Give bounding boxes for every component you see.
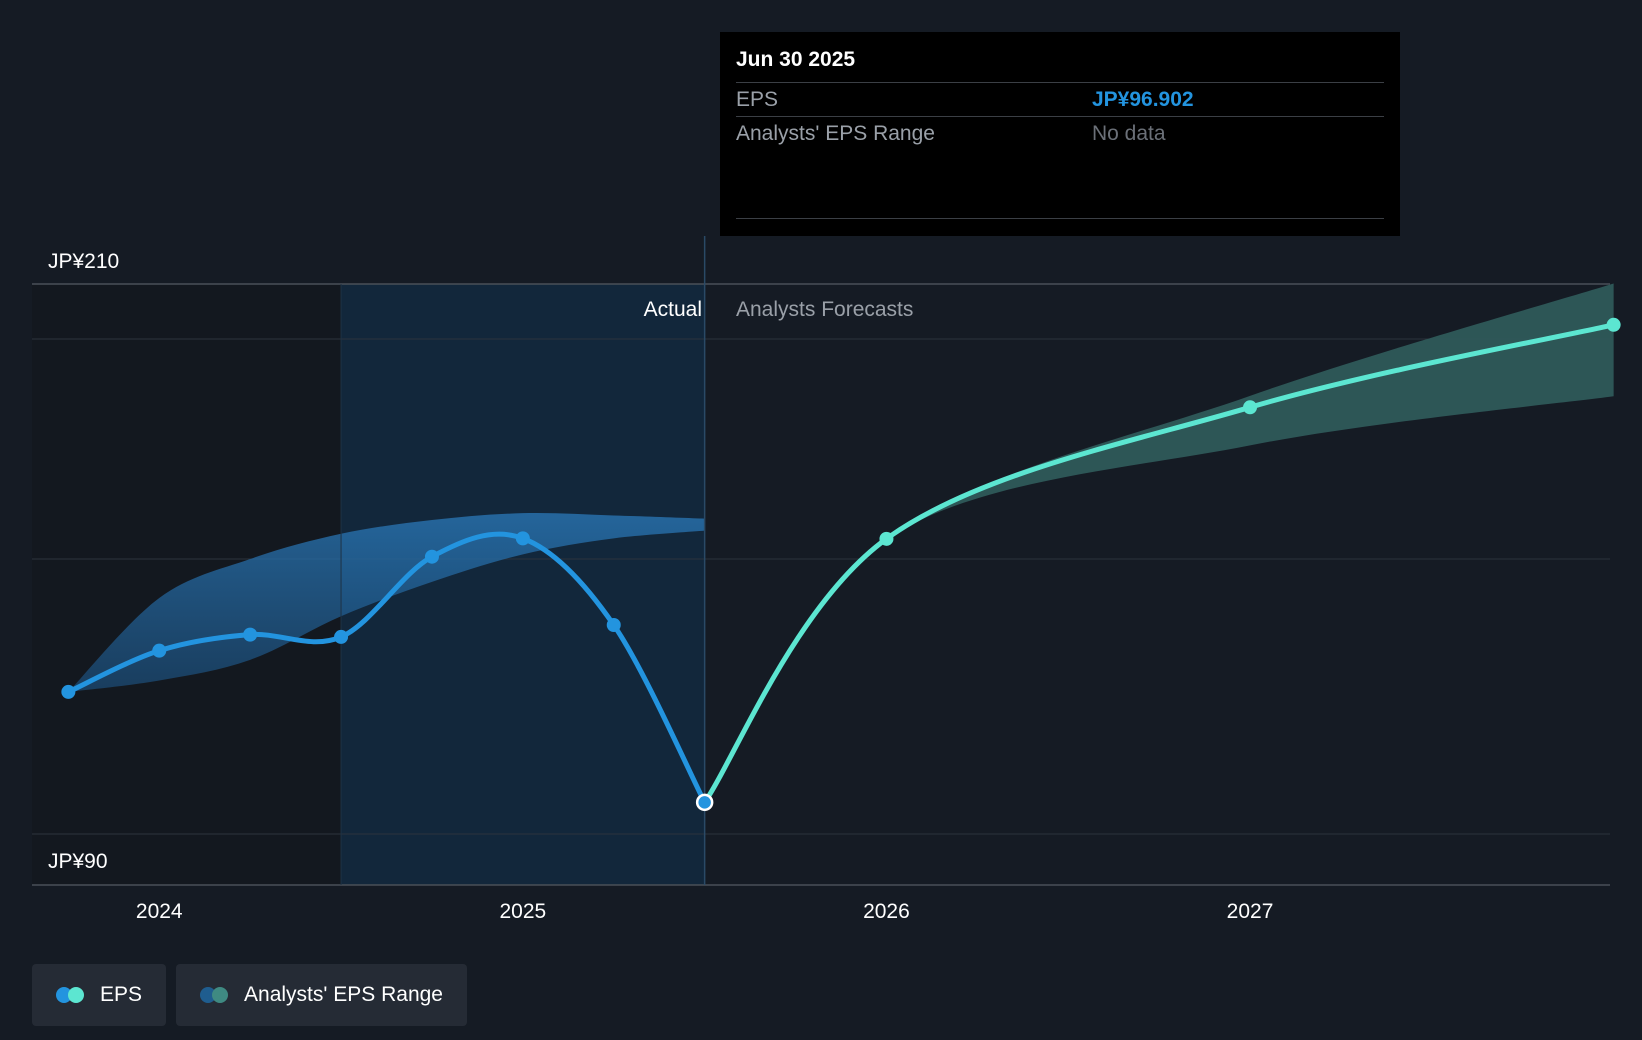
eps-point[interactable]	[61, 684, 76, 699]
legend-eps-label: EPS	[100, 983, 143, 1006]
tooltip-divider	[736, 218, 1384, 219]
x-axis-ticks: 2024 2025 2026 2027	[136, 900, 1274, 923]
eps-range-areas	[68, 283, 1614, 803]
legend-range-swatch	[200, 987, 230, 1003]
eps-point[interactable]	[334, 629, 349, 644]
eps-point[interactable]	[1243, 400, 1258, 415]
tooltip-date: Jun 30 2025	[736, 48, 856, 71]
range-area-actual	[68, 513, 705, 692]
tooltip-range-value: No data	[1092, 121, 1166, 145]
tooltip: Jun 30 2025 EPS JP¥96.902 Analysts' EPS …	[720, 32, 1400, 236]
forecasts-label: Analysts Forecasts	[736, 298, 913, 321]
actual-label: Actual	[644, 298, 702, 321]
eps-point-selected[interactable]	[695, 793, 714, 812]
y-label-top: JP¥210	[48, 250, 119, 273]
eps-point[interactable]	[243, 627, 258, 642]
legend-eps[interactable]: EPS	[32, 964, 167, 1026]
tooltip-eps-label: EPS	[736, 87, 779, 111]
eps-point[interactable]	[879, 531, 894, 546]
x-tick-label: 2025	[499, 900, 546, 923]
legend: EPS Analysts' EPS Range	[32, 964, 467, 1026]
legend-range[interactable]: Analysts' EPS Range	[176, 964, 467, 1026]
eps-point[interactable]	[515, 531, 530, 546]
x-tick-label: 2026	[863, 900, 910, 923]
eps-points[interactable]	[61, 317, 1621, 812]
legend-range-label: Analysts' EPS Range	[244, 983, 443, 1006]
range-area-forecast	[704, 283, 1614, 803]
tooltip-range-row: Analysts' EPS Range No data	[736, 116, 1384, 150]
eps-point[interactable]	[1606, 317, 1621, 332]
x-tick-label: 2027	[1227, 900, 1274, 923]
eps-point[interactable]	[606, 618, 621, 632]
tooltip-eps-row: EPS JP¥96.902	[736, 82, 1384, 116]
eps-point[interactable]	[152, 643, 167, 658]
legend-eps-swatch	[56, 987, 86, 1003]
eps-point[interactable]	[424, 549, 439, 564]
x-tick-label: 2024	[136, 900, 183, 923]
eps-line-forecast	[702, 322, 1617, 805]
tooltip-eps-value: JP¥96.902	[1092, 87, 1194, 111]
y-label-bottom: JP¥90	[48, 850, 108, 873]
tooltip-range-label: Analysts' EPS Range	[736, 121, 935, 145]
